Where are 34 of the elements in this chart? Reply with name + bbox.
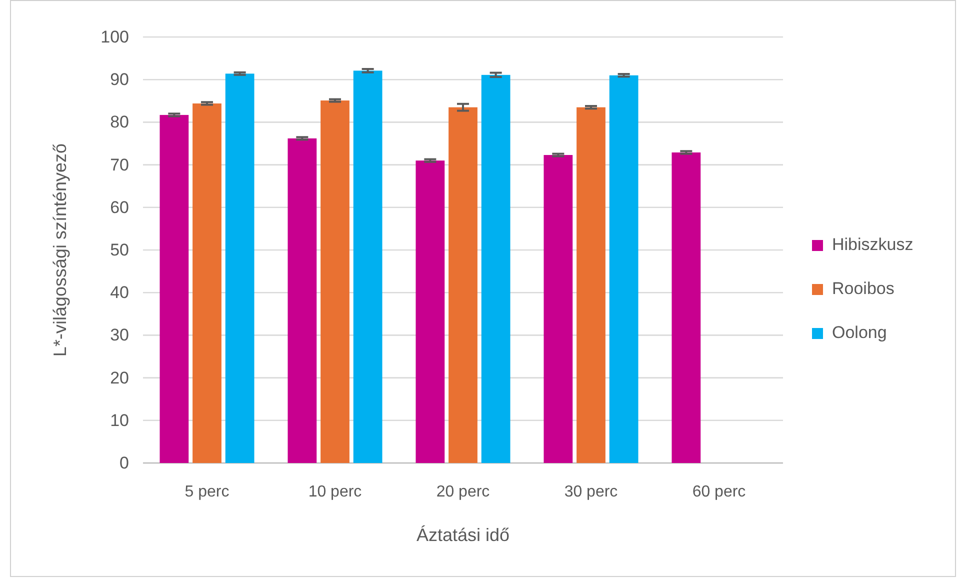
y-tick-label: 90 bbox=[110, 70, 129, 90]
y-tick-label: 40 bbox=[110, 283, 129, 302]
bar bbox=[576, 107, 606, 463]
x-tick-label: 60 perc bbox=[692, 483, 746, 500]
x-tick-label: 5 perc bbox=[184, 483, 230, 500]
y-tick-label: 0 bbox=[120, 453, 129, 472]
y-tick-label: 80 bbox=[110, 112, 129, 132]
y-tick-label: 60 bbox=[110, 198, 129, 217]
bar bbox=[609, 75, 638, 463]
bar bbox=[448, 107, 478, 463]
bar bbox=[288, 138, 317, 463]
x-tick-label: 10 perc bbox=[308, 483, 362, 500]
legend-label: Hibiszkusz bbox=[832, 235, 914, 254]
x-axis-title: Áztatási idő bbox=[416, 525, 510, 545]
bar bbox=[481, 74, 510, 463]
bar bbox=[672, 152, 701, 463]
bar bbox=[544, 155, 573, 463]
bar bbox=[225, 74, 254, 463]
legend-label: Rooibos bbox=[832, 279, 894, 298]
y-tick-label: 20 bbox=[110, 368, 129, 388]
x-tick-label: 30 perc bbox=[564, 483, 618, 500]
y-tick-label: 50 bbox=[110, 240, 129, 260]
bar bbox=[416, 160, 445, 463]
bar bbox=[320, 100, 350, 463]
bar bbox=[160, 114, 189, 463]
y-tick-label: 70 bbox=[110, 155, 129, 174]
x-tick-label: 20 perc bbox=[436, 483, 490, 500]
bar bbox=[192, 103, 222, 463]
y-tick-label: 10 bbox=[110, 410, 129, 430]
y-tick-label: 100 bbox=[100, 27, 129, 46]
y-tick-label: 30 bbox=[110, 326, 129, 345]
bar bbox=[353, 70, 382, 463]
y-axis-title: L*-világossági színtényező bbox=[50, 143, 70, 357]
legend-label: Oolong bbox=[832, 323, 887, 342]
